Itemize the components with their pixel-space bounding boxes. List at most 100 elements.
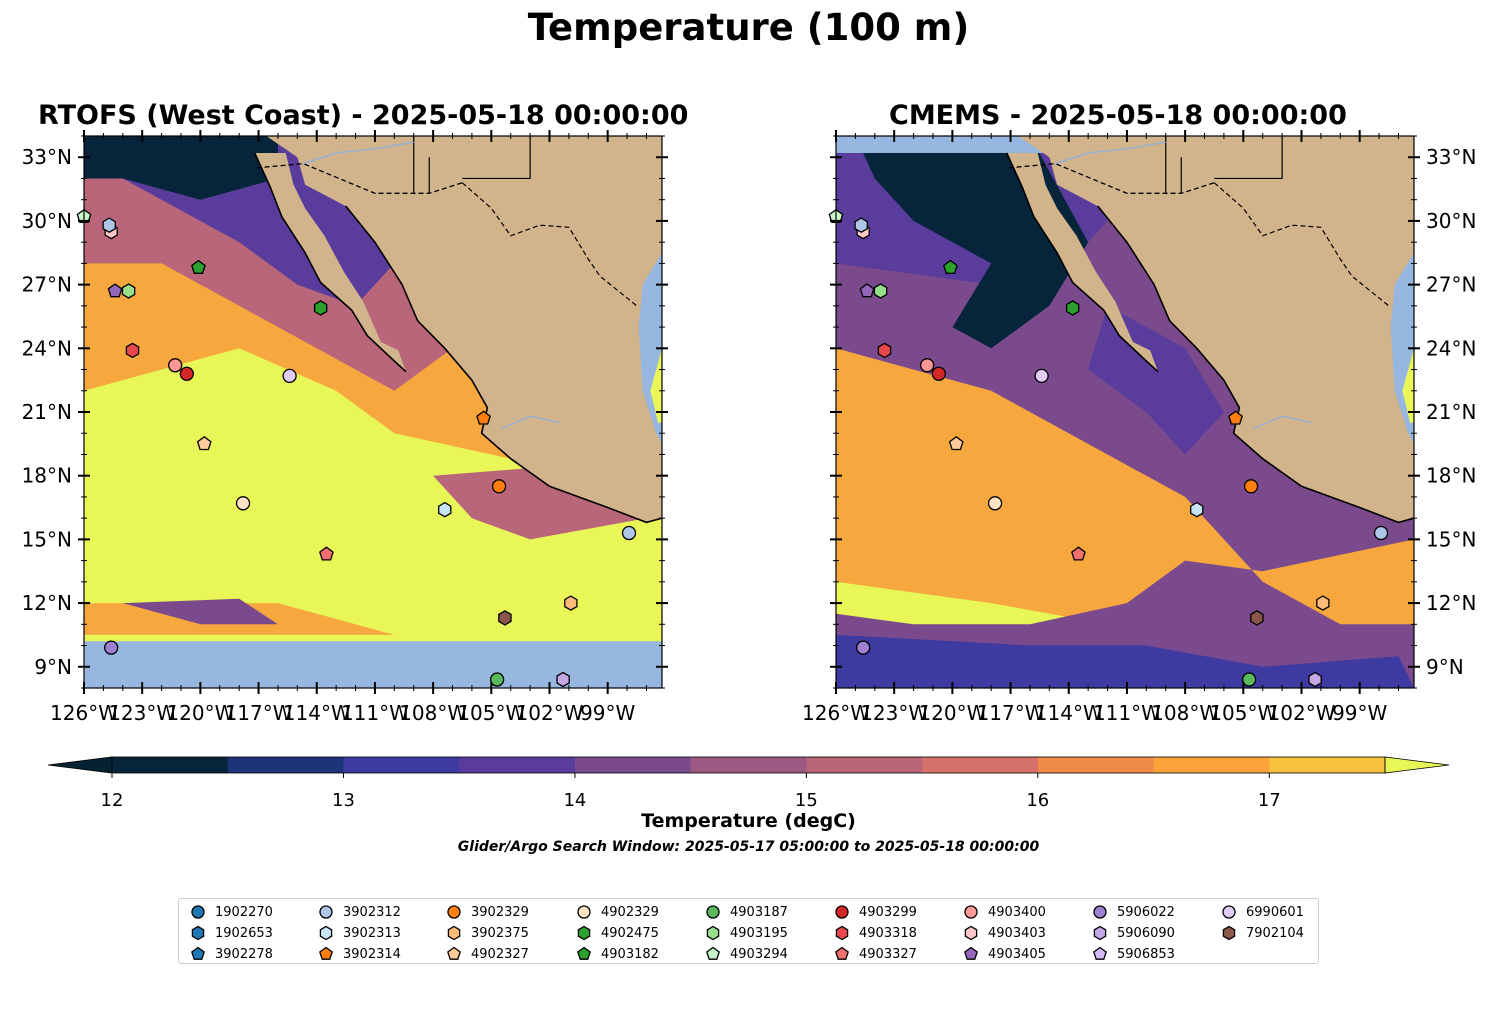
legend-marker-icon [191, 925, 205, 941]
float-marker [104, 640, 119, 655]
legend-marker-icon [706, 925, 720, 941]
legend-marker [191, 946, 205, 960]
legend-marker-icon [835, 925, 849, 941]
lat-tick-label: 33°N [1426, 145, 1476, 169]
legend-label: 3902375 [471, 925, 529, 941]
float-marker [877, 342, 892, 359]
legend-label: 5906090 [1117, 925, 1175, 941]
legend-item: 5906090 [1091, 925, 1175, 941]
legend-item: 4903294 [704, 946, 788, 962]
float-marker [319, 546, 334, 561]
river-lerma [1252, 415, 1312, 430]
mainland-land [266, 136, 662, 523]
south-cool-band [836, 634, 1414, 688]
coastline [253, 152, 407, 373]
colorbar-tick-label: 16 [1026, 790, 1049, 811]
float-marker [1243, 479, 1259, 494]
legend-marker [706, 946, 720, 960]
float-marker [1071, 546, 1086, 561]
float-marker [556, 671, 570, 688]
colorbar-segment [806, 757, 923, 773]
lon-tick-label: 123°W [108, 701, 176, 725]
colorbar-segment [922, 757, 1039, 773]
lat-tick-label: 21°N [1426, 400, 1476, 424]
river-lerma [500, 415, 560, 430]
lat-tick-label: 30°N [1426, 209, 1476, 233]
legend-marker-icon [447, 925, 461, 941]
legend-label: 5906022 [1117, 904, 1175, 920]
lat-tick-label: 9°N [34, 655, 72, 679]
lon-tick-label: 117°W [225, 701, 293, 725]
legend-item: 1902653 [189, 925, 273, 941]
map-panel-rtofs: 33°N 30°N 27°N 24°N 21°N 18°N 15°N 12°N 9°N 126°W… [22, 130, 668, 725]
legend-item: 5906853 [1091, 946, 1175, 962]
legend-label: 3902278 [215, 946, 273, 962]
legend-marker-icon [319, 946, 333, 960]
legend-marker [1222, 925, 1236, 941]
colorbar-segment [1153, 757, 1270, 773]
legend-item: 3902313 [317, 925, 401, 941]
float-marker [282, 368, 297, 384]
legend-item: 4903403 [962, 925, 1046, 941]
legend-marker [964, 946, 978, 960]
legend-marker [835, 905, 849, 919]
legend-marker [319, 905, 333, 919]
float-marker [498, 610, 512, 626]
colorbar-tick-label: 17 [1258, 790, 1281, 811]
lat-tick-label: 24°N [22, 336, 72, 360]
legend-marker [706, 905, 720, 919]
colorbar-segment [459, 757, 576, 773]
float-marker [489, 672, 505, 687]
us-mexico-border [1008, 162, 1215, 194]
baja-peninsula [254, 153, 406, 372]
legend-marker-icon [577, 905, 591, 919]
legend-marker [577, 925, 591, 941]
legend-label: 4902327 [471, 946, 529, 962]
legend-item: 3902329 [445, 904, 529, 920]
lat-tick-label: 9°N [1426, 655, 1464, 679]
legend-label: 4903405 [988, 946, 1046, 962]
lon-tick-label: 105°W [1209, 701, 1277, 725]
lat-tick-label: 27°N [1426, 273, 1476, 297]
float-marker [313, 300, 328, 316]
legend-item: 5906022 [1091, 904, 1175, 920]
lon-tick-label: 120°W [918, 701, 986, 725]
float-marker [121, 283, 136, 299]
float-marker [1065, 300, 1080, 316]
legend-marker-icon [191, 946, 205, 960]
legend-marker-icon [191, 905, 205, 919]
legend-label: 1902270 [215, 904, 273, 920]
legend-marker [447, 925, 461, 941]
float-marker [1228, 410, 1243, 425]
colorbar-tick-label: 15 [795, 790, 818, 811]
lat-tick-label: 21°N [22, 400, 72, 424]
float-marker [943, 259, 958, 274]
legend-marker-icon [964, 946, 978, 960]
colorbar-segment [112, 757, 229, 773]
legend-marker [835, 925, 849, 941]
legend-marker [835, 946, 849, 960]
lon-tick-label: 108°W [399, 701, 467, 725]
legend-marker [577, 946, 591, 960]
baja-peninsula [1006, 153, 1158, 372]
float-marker [107, 283, 123, 298]
legend-marker [191, 905, 205, 919]
gulf-warm-sliver [650, 348, 662, 423]
legend-item: 4903299 [833, 904, 917, 920]
legend-marker-icon [1222, 905, 1236, 919]
lon-tick-label: 117°W [977, 701, 1045, 725]
lat-tick-label: 30°N [22, 209, 72, 233]
legend-label: 6990601 [1246, 904, 1304, 920]
lat-tick-label: 33°N [22, 145, 72, 169]
float-markers [828, 208, 1389, 688]
legend-item: 4903318 [833, 925, 917, 941]
float-marker [102, 217, 116, 233]
float-marker [948, 435, 964, 451]
legend-item: 4903405 [962, 946, 1046, 962]
rio-grande-border [1213, 182, 1390, 307]
float-marker [854, 217, 868, 233]
lat-tick-label: 24°N [1426, 336, 1476, 360]
legend-label: 4903182 [601, 946, 659, 962]
float-marker [235, 496, 251, 511]
legend-item: 3902314 [317, 946, 401, 962]
